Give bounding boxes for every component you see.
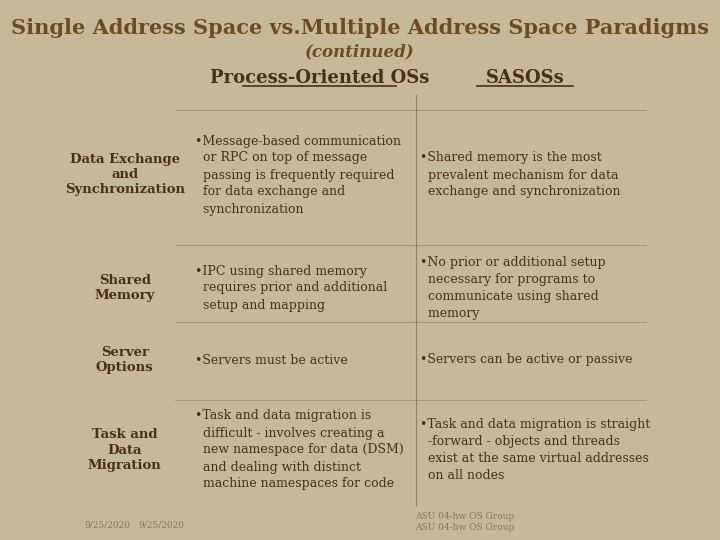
Text: •Message-based communication
  or RPC on top of message
  passing is frequently : •Message-based communication or RPC on t…: [195, 134, 401, 215]
Text: Shared
Memory: Shared Memory: [94, 274, 155, 302]
Text: (continued): (continued): [305, 44, 415, 60]
Text: •No prior or additional setup
  necessary for programs to
  communicate using sh: •No prior or additional setup necessary …: [420, 256, 606, 320]
Text: •Task and data migration is
  difficult - involves creating a
  new namespace fo: •Task and data migration is difficult - …: [195, 409, 404, 490]
Text: Task and
Data
Migration: Task and Data Migration: [88, 429, 162, 471]
Text: •Servers can be active or passive: •Servers can be active or passive: [420, 354, 633, 367]
Text: Data Exchange
and
Synchronization: Data Exchange and Synchronization: [65, 153, 185, 197]
Text: ASU 04-hw OS Group
ASU 04-hw OS Group: ASU 04-hw OS Group ASU 04-hw OS Group: [415, 511, 514, 532]
Text: 9/25/2020: 9/25/2020: [138, 521, 184, 530]
Text: SASOSs: SASOSs: [486, 69, 564, 87]
Text: Process-Oriented OSs: Process-Oriented OSs: [210, 69, 429, 87]
Text: Server
Options: Server Options: [96, 346, 153, 374]
Text: •Shared memory is the most
  prevalent mechanism for data
  exchange and synchro: •Shared memory is the most prevalent mec…: [420, 152, 621, 199]
Text: •IPC using shared memory
  requires prior and additional
  setup and mapping: •IPC using shared memory requires prior …: [195, 265, 387, 312]
Text: 9/25/2020: 9/25/2020: [84, 521, 130, 530]
Text: •Task and data migration is straight
  -forward - objects and threads
  exist at: •Task and data migration is straight -fo…: [420, 418, 651, 482]
Text: Single Address Space vs.Multiple Address Space Paradigms: Single Address Space vs.Multiple Address…: [11, 18, 709, 38]
Text: •Servers must be active: •Servers must be active: [195, 354, 348, 367]
